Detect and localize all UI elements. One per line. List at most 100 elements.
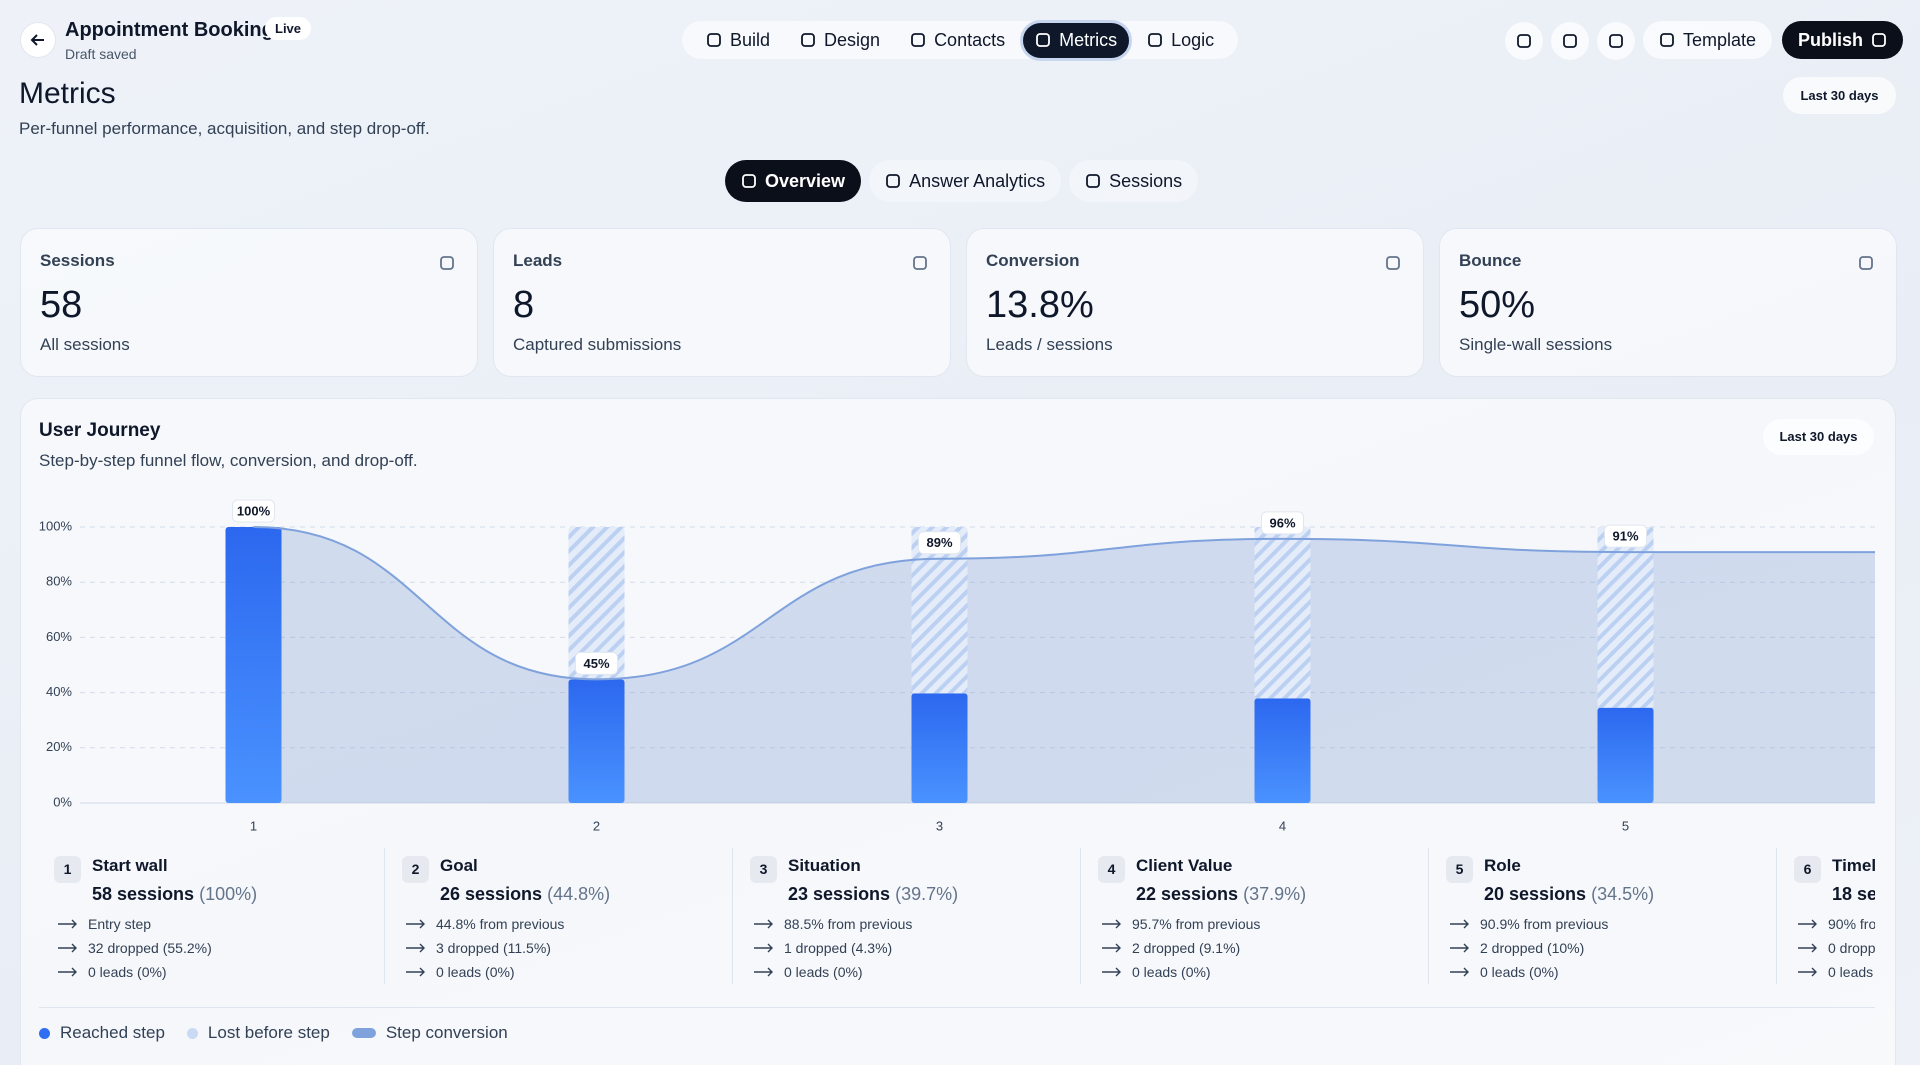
step-line: 3 dropped (11.5%): [406, 940, 551, 956]
step-line: Entry step: [58, 916, 151, 932]
icon: [1036, 33, 1051, 47]
nav-item[interactable]: Metrics: [1023, 22, 1130, 58]
kpi-card: Conversion 13.8% Leads / sessions: [966, 228, 1424, 377]
icon: [742, 174, 756, 188]
arrow-icon: [406, 919, 425, 929]
step-name: Timeline: [1832, 856, 1875, 875]
icon: [913, 256, 927, 270]
icon: [801, 33, 815, 47]
step-name: Client Value: [1136, 856, 1233, 875]
nav-item[interactable]: Design: [788, 23, 892, 58]
step-line: 88.5% from previous: [754, 916, 912, 932]
step-line-text: 95.7% from previous: [1132, 916, 1261, 932]
icon: [1609, 34, 1623, 48]
arrow-icon: [1102, 943, 1121, 953]
step-line: 90% from previous: [1798, 916, 1875, 932]
icon-button[interactable]: [1505, 22, 1543, 60]
step-sessions: 22 sessions (37.9%): [1136, 884, 1306, 905]
session-share: (100%): [199, 884, 258, 904]
journey-range[interactable]: Last 30 days: [1763, 419, 1874, 455]
step-divider: [1080, 848, 1081, 984]
icon-button[interactable]: [1597, 22, 1635, 60]
legend-item: Step conversion: [351, 1023, 508, 1043]
step-list: 1 Start wall 58 sessions (100%) Entry step 32…: [40, 848, 1875, 988]
nav-item[interactable]: Build: [694, 23, 782, 58]
legend-swatch: [351, 1028, 376, 1038]
tabs: Overview Answer Analytics Sessions: [725, 160, 1199, 202]
nav-item[interactable]: Contacts: [898, 23, 1017, 58]
step-divider: [1776, 848, 1777, 984]
tab[interactable]: Sessions: [1069, 160, 1199, 202]
arrow-icon: [58, 943, 77, 953]
action-button[interactable]: Template: [1643, 21, 1773, 59]
step-line-text: 90% from previous: [1828, 916, 1875, 932]
step-line: 32 dropped (55.2%): [58, 940, 212, 956]
nav-label: Metrics: [1059, 29, 1118, 50]
journey-subtitle: Step-by-step funnel flow, conversion, an…: [39, 451, 418, 470]
step-line-text: 0 leads (0%): [784, 964, 863, 980]
kpi-note: Leads / sessions: [986, 335, 1113, 354]
step-line: 44.8% from previous: [406, 916, 564, 932]
icon-button[interactable]: [1551, 22, 1589, 60]
step-line-text: 0 leads (0%): [1828, 964, 1875, 980]
kpi-value: 8: [513, 284, 535, 326]
kpi-icon: [1385, 255, 1401, 276]
arrow-icon: [406, 943, 425, 953]
tab[interactable]: Answer Analytics: [869, 160, 1062, 202]
step-card: 3 Situation 23 sessions (39.7%) 88.5% from p…: [732, 848, 1080, 988]
icon: [1872, 33, 1886, 47]
step-sessions: 26 sessions (44.8%): [440, 884, 610, 905]
kpi-note: Captured submissions: [513, 335, 682, 354]
icon: [1563, 34, 1577, 48]
range-pill[interactable]: Last 30 days: [1783, 77, 1896, 114]
step-line: 0 leads (0%): [1450, 964, 1559, 980]
nav-label: Logic: [1171, 29, 1215, 50]
kpi-label: Conversion: [986, 251, 1080, 270]
action-label: Template: [1683, 29, 1757, 50]
arrow-icon: [754, 943, 773, 953]
arrow-icon: [1798, 919, 1817, 929]
session-count: 26 sessions: [440, 884, 543, 904]
icon: [707, 33, 721, 47]
legend-label: Lost before step: [207, 1023, 330, 1042]
step-card: 1 Start wall 58 sessions (100%) Entry step 32…: [54, 848, 384, 988]
step-line: 2 dropped (9.1%): [1102, 940, 1240, 956]
session-count: 22 sessions: [1136, 884, 1239, 904]
action-button[interactable]: Publish: [1782, 21, 1904, 59]
kpi-card: Sessions 58 All sessions: [20, 228, 478, 377]
step-line: 2 dropped (10%): [1450, 940, 1584, 956]
step-line-text: 0 leads (0%): [1132, 964, 1211, 980]
kpi-icon: [1858, 255, 1874, 276]
page-title: Metrics: [19, 77, 116, 110]
kpi-label: Leads: [513, 251, 563, 270]
step-name: Situation: [788, 856, 861, 875]
arrow-icon: [58, 967, 77, 977]
nav-label: Contacts: [934, 29, 1006, 50]
legend-label: Reached step: [60, 1023, 165, 1042]
icon: [1859, 256, 1873, 270]
back-button[interactable]: [20, 22, 56, 58]
nav-item[interactable]: Logic: [1135, 23, 1226, 58]
step-line: 0 leads (0%): [406, 964, 515, 980]
tab[interactable]: Overview: [725, 160, 862, 202]
nav-label: Design: [824, 29, 881, 50]
step-line-text: 1 dropped (4.3%): [784, 940, 893, 956]
legend: Reached step Lost before step Step convers…: [39, 1023, 508, 1043]
step-line-text: 32 dropped (55.2%): [88, 940, 212, 956]
kpi-label: Sessions: [40, 251, 115, 270]
session-share: (37.9%): [1243, 884, 1307, 904]
step-line-text: 90.9% from previous: [1480, 916, 1609, 932]
tab-label: Sessions: [1109, 170, 1183, 191]
icon: [440, 256, 454, 270]
kpi-value: 50%: [1459, 284, 1536, 326]
step-number: 6: [1794, 856, 1821, 883]
step-divider: [384, 848, 385, 984]
step-line: 0 leads (0%): [1798, 964, 1875, 980]
divider: [39, 1007, 1875, 1008]
arrow-icon: [1450, 967, 1469, 977]
step-number: 2: [402, 856, 429, 883]
step-sessions: 58 sessions (100%): [92, 884, 257, 905]
step-line-text: Entry step: [88, 916, 152, 932]
live-badge: Live: [265, 17, 312, 40]
